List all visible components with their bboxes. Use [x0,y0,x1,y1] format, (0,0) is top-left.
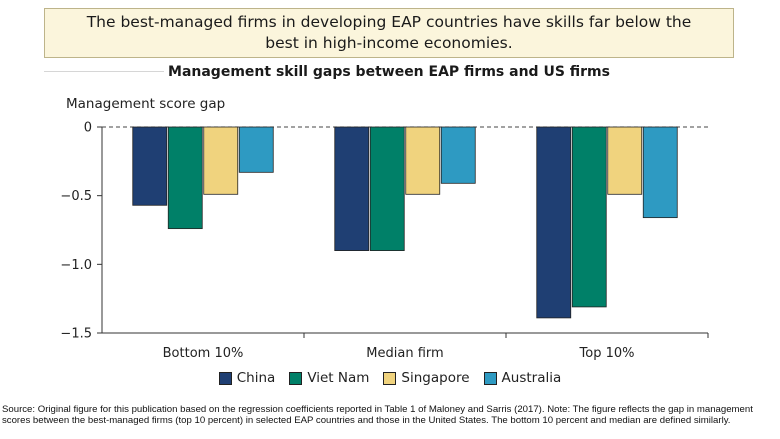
legend-label: Viet Nam [307,370,370,386]
legend-label: Singapore [401,370,470,386]
legend-swatch [289,371,303,385]
headline-box: The best-managed firms in developing EAP… [44,8,734,58]
y-tick-label: −0.5 [60,189,92,204]
legend-swatch [383,371,397,385]
bar-chart: 0 −0.5 −1.0 −1.5 Bottom 10% Median firm Top 10… [60,121,709,361]
legend-swatch [483,371,497,385]
bar-viet-nam [167,126,203,230]
x-tick-label: Top 10% [579,346,635,361]
legend-item: Viet Nam [289,370,369,386]
bar-china [334,126,370,251]
bar-australia [238,126,274,173]
bar-china [132,126,168,206]
bar-china [536,126,572,319]
y-axis-label: Management score gap [66,96,226,112]
title-divider [44,71,164,72]
bar-singapore [405,126,441,195]
bar-singapore [203,126,239,195]
legend-label: China [236,370,276,386]
x-tick-label: Median firm [366,346,443,361]
legend-swatch [218,371,232,385]
legend-item: China [218,370,276,386]
source-note: Source: Original figure for this publica… [2,404,753,426]
legend-item: Singapore [383,370,470,386]
bar-australia [642,126,678,219]
legend-label: Australia [501,370,562,386]
chart-title: Management skill gaps between EAP firms … [168,64,610,80]
bar-australia [440,126,476,184]
headline-text: The best-managed firms in developing EAP… [86,13,692,52]
chart-legend: China Viet Nam Singapore Australia [0,370,780,386]
bar-singapore [607,126,643,195]
bar-viet-nam [571,126,607,308]
x-tick-label: Bottom 10% [163,346,244,361]
y-tick-label: 0 [84,121,92,136]
bar-viet-nam [369,126,405,251]
y-tick-label: −1.5 [60,327,92,342]
y-tick-label: −1.0 [60,258,92,273]
legend-item: Australia [483,370,562,386]
